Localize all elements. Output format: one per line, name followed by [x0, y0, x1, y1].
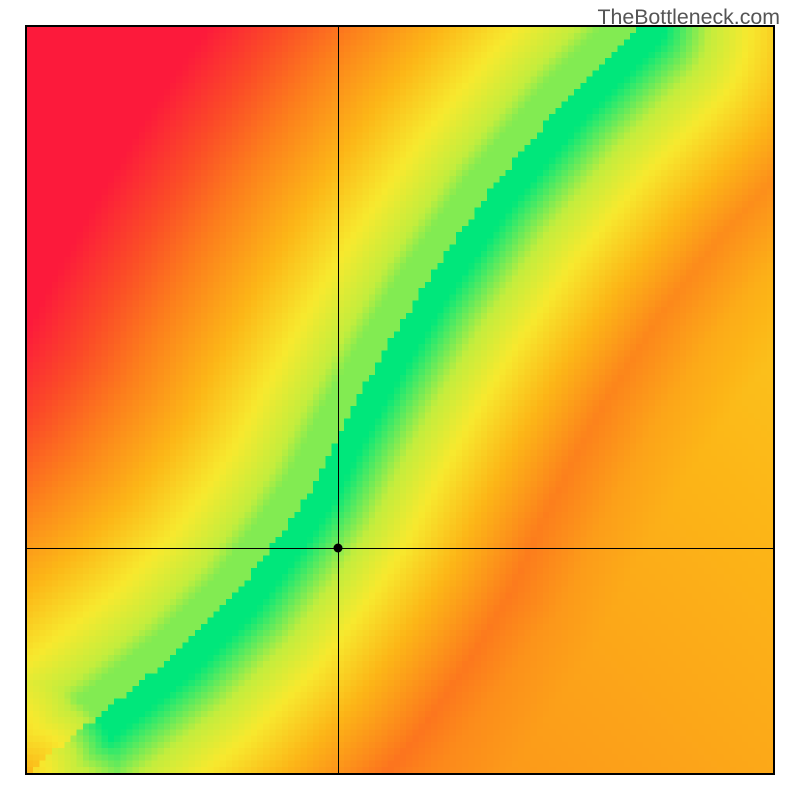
watermark-text: TheBottleneck.com	[597, 5, 780, 30]
crosshair-horizontal	[27, 548, 773, 549]
bottleneck-heatmap	[27, 27, 773, 773]
crosshair-marker	[334, 544, 343, 553]
crosshair-vertical	[338, 27, 339, 773]
plot-area	[25, 25, 775, 775]
